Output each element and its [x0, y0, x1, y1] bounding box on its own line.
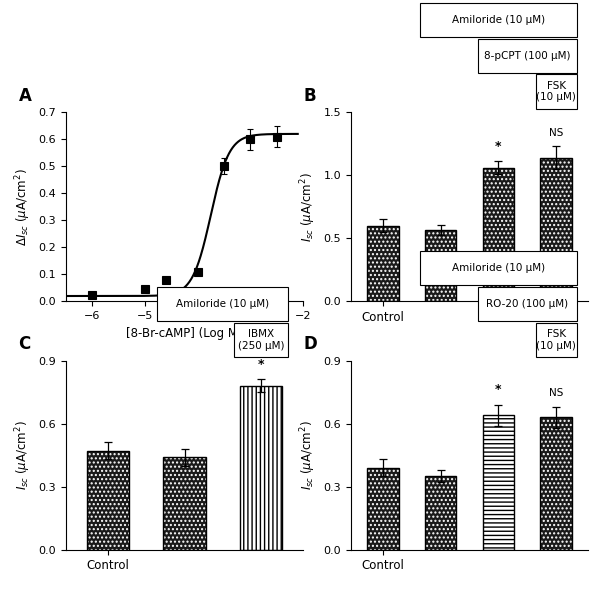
Bar — [87, 451, 129, 550]
Y-axis label: $\Delta I_{sc}$ ($\mu$A/cm$^2$): $\Delta I_{sc}$ ($\mu$A/cm$^2$) — [13, 168, 33, 246]
Text: D: D — [304, 335, 317, 353]
Text: FSK
(10 μM): FSK (10 μM) — [536, 81, 576, 102]
Bar — [367, 226, 398, 301]
Bar — [482, 415, 514, 550]
Bar — [541, 158, 572, 301]
Text: *: * — [495, 383, 502, 396]
Text: C: C — [19, 335, 31, 353]
Text: A: A — [19, 87, 31, 105]
Text: IBMX
(250 μM): IBMX (250 μM) — [238, 329, 284, 350]
Text: NS: NS — [549, 128, 563, 138]
Text: Amiloride (10 μM): Amiloride (10 μM) — [452, 15, 545, 25]
Bar — [163, 457, 206, 550]
Bar — [425, 229, 457, 301]
Bar — [541, 158, 572, 301]
Text: Amiloride (10 μM): Amiloride (10 μM) — [176, 299, 269, 309]
Bar — [425, 229, 457, 301]
Bar — [87, 451, 129, 550]
Bar — [240, 386, 282, 550]
Bar — [541, 417, 572, 550]
Text: FSK
(10 μM): FSK (10 μM) — [536, 329, 576, 350]
Bar — [163, 457, 206, 550]
Bar — [482, 168, 514, 301]
Y-axis label: $I_{sc}$ ($\mu$A/cm$^2$): $I_{sc}$ ($\mu$A/cm$^2$) — [298, 420, 318, 490]
Text: *: * — [258, 358, 264, 371]
Y-axis label: $I_{sc}$ ($\mu$A/cm$^2$): $I_{sc}$ ($\mu$A/cm$^2$) — [13, 420, 33, 490]
Text: *: * — [495, 140, 502, 153]
Bar — [425, 476, 457, 550]
Bar — [367, 467, 398, 550]
Y-axis label: $I_{sc}$ ($\mu$A/cm$^2$): $I_{sc}$ ($\mu$A/cm$^2$) — [298, 172, 318, 242]
X-axis label: [8-Br-cAMP] (Log M): [8-Br-cAMP] (Log M) — [126, 327, 243, 340]
Text: NS: NS — [549, 388, 563, 398]
Text: 8-pCPT (100 μM): 8-pCPT (100 μM) — [484, 51, 571, 60]
Bar — [367, 467, 398, 550]
Text: B: B — [304, 87, 316, 105]
Bar — [425, 476, 457, 550]
Text: Amiloride (10 μM): Amiloride (10 μM) — [452, 263, 545, 273]
Bar — [482, 168, 514, 301]
Bar — [367, 226, 398, 301]
Bar — [541, 417, 572, 550]
Text: RO-20 (100 μM): RO-20 (100 μM) — [486, 299, 568, 309]
